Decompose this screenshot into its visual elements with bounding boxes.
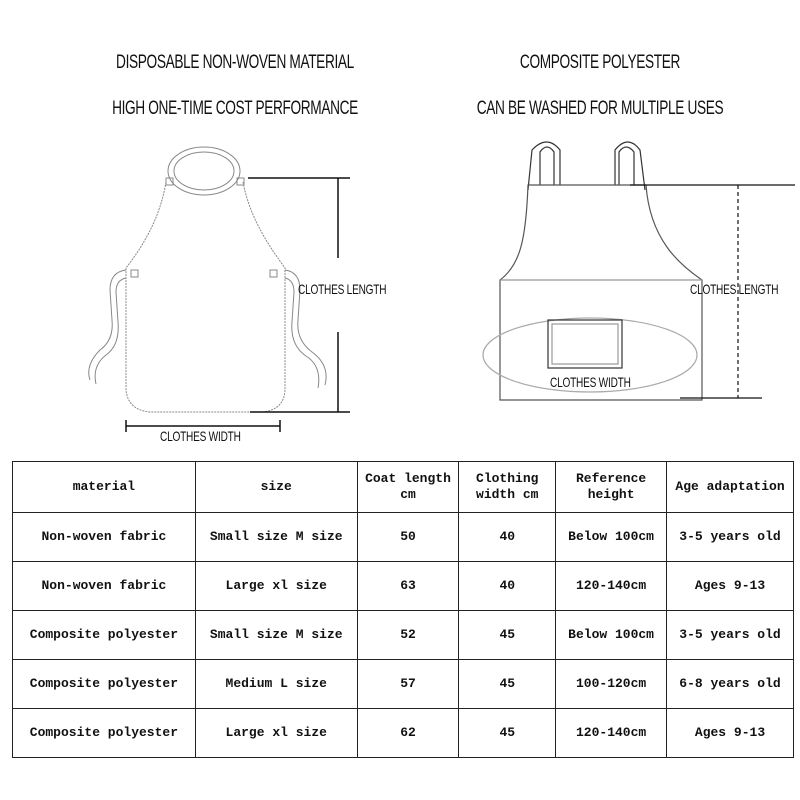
right-caption-line2: CAN BE WASHED FOR MULTIPLE USES [476,98,724,119]
header-material: material [12,461,196,513]
cell-size: Large xl size [194,708,358,758]
left-clothes-width-label: CLOTHES WIDTH [160,428,241,444]
cell-size: Small size M size [194,610,358,660]
table-row: Non-woven fabric Large xl size 63 40 120… [12,561,794,611]
table-row: Composite polyester Large xl size 62 45 … [12,708,794,758]
cell-material: Composite polyester [12,708,196,758]
table-header-row: material size Coat length cm Clothing wi… [12,461,794,513]
cell-age: 6-8 years old [666,659,794,709]
cell-size: Small size M size [194,512,358,562]
header-coat-length: Coat length cm [356,461,460,513]
header-reference-height: Reference height [555,461,668,513]
cell-age: 3-5 years old [666,610,794,660]
cell-material: Composite polyester [12,659,196,709]
non-woven-dimension-lines [125,177,350,432]
right-caption-line1: COMPOSITE POLYESTER [519,52,681,73]
cell-clothing-width: 45 [458,610,557,660]
cell-age: 3-5 years old [666,512,794,562]
header-age-adaptation: Age adaptation [666,461,794,513]
cell-age: Ages 9-13 [666,561,794,611]
table-row: Non-woven fabric Small size M size 50 40… [12,512,794,562]
cell-clothing-width: 40 [458,512,557,562]
cell-reference-height: Below 100cm [555,512,668,562]
cell-size: Medium L size [194,659,358,709]
cell-reference-height: 120-140cm [555,708,668,758]
cell-age: Ages 9-13 [666,708,794,758]
cell-coat-length: 63 [356,561,460,611]
table-row: Composite polyester Small size M size 52… [12,610,794,660]
polyester-apron-illustration [482,141,703,401]
size-table: material size Coat length cm Clothing wi… [12,461,794,758]
cell-coat-length: 57 [356,659,460,709]
header-size: size [194,461,358,513]
cell-clothing-width: 45 [458,708,557,758]
cell-clothing-width: 40 [458,561,557,611]
polyester-dimension-lines [630,184,795,399]
cell-clothing-width: 45 [458,659,557,709]
non-woven-apron-illustration [88,146,327,413]
cell-reference-height: Below 100cm [555,610,668,660]
cell-size: Large xl size [194,561,358,611]
cell-reference-height: 100-120cm [555,659,668,709]
right-clothes-width-label: CLOTHES WIDTH [550,374,631,390]
cell-reference-height: 120-140cm [555,561,668,611]
table-row: Composite polyester Medium L size 57 45 … [12,659,794,709]
left-caption-line1: DISPOSABLE NON-WOVEN MATERIAL [116,52,354,73]
cell-coat-length: 50 [356,512,460,562]
cell-material: Non-woven fabric [12,561,196,611]
apron-diagrams [88,141,795,432]
left-caption-line2: HIGH ONE-TIME COST PERFORMANCE [112,98,358,119]
right-clothes-length-label: CLOTHES LENGTH [690,281,779,297]
cell-coat-length: 62 [356,708,460,758]
cell-material: Composite polyester [12,610,196,660]
header-clothing-width: Clothing width cm [458,461,557,513]
cell-material: Non-woven fabric [12,512,196,562]
left-clothes-length-label: CLOTHES LENGTH [298,281,387,297]
cell-coat-length: 52 [356,610,460,660]
